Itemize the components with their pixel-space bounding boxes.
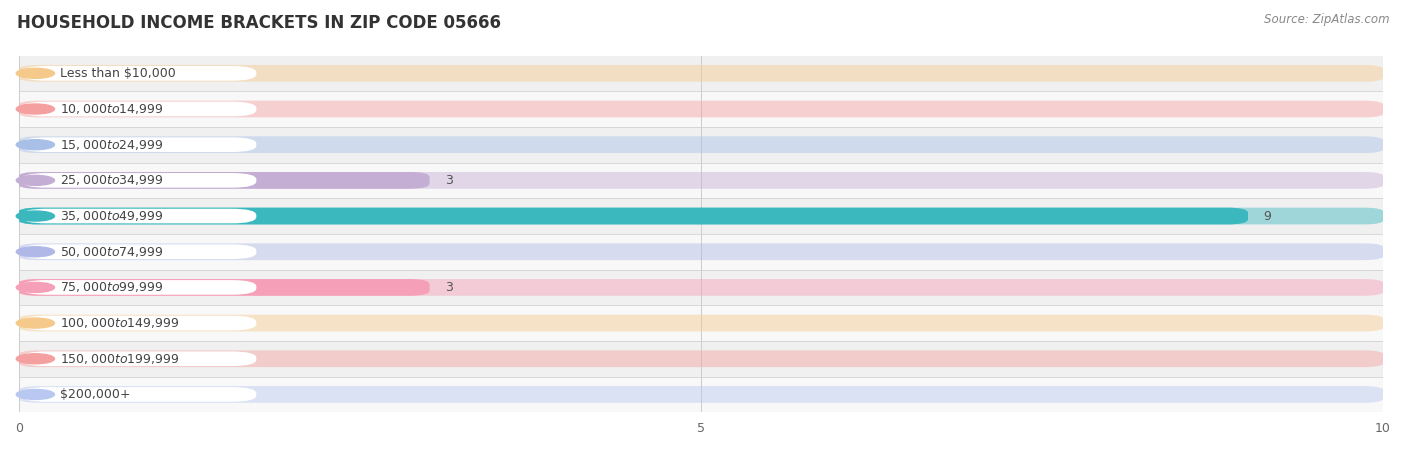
- Text: Less than $10,000: Less than $10,000: [60, 67, 176, 80]
- Circle shape: [17, 68, 55, 78]
- Circle shape: [17, 211, 55, 221]
- FancyBboxPatch shape: [18, 207, 1249, 225]
- Bar: [20, 198, 1384, 234]
- Bar: [20, 305, 1384, 341]
- Bar: [20, 270, 1384, 305]
- Text: 0: 0: [35, 317, 44, 329]
- Circle shape: [17, 389, 55, 400]
- FancyBboxPatch shape: [18, 386, 1385, 403]
- Bar: [20, 162, 1384, 198]
- Circle shape: [17, 247, 55, 256]
- FancyBboxPatch shape: [21, 137, 256, 152]
- FancyBboxPatch shape: [18, 101, 1385, 117]
- Text: 0: 0: [35, 245, 44, 258]
- Text: 0: 0: [35, 67, 44, 80]
- Text: HOUSEHOLD INCOME BRACKETS IN ZIP CODE 05666: HOUSEHOLD INCOME BRACKETS IN ZIP CODE 05…: [17, 14, 501, 32]
- Text: 0: 0: [35, 388, 44, 401]
- Text: 0: 0: [35, 103, 44, 116]
- FancyBboxPatch shape: [21, 280, 256, 295]
- FancyBboxPatch shape: [18, 172, 1385, 189]
- FancyBboxPatch shape: [18, 172, 430, 189]
- Bar: [20, 55, 1384, 91]
- FancyBboxPatch shape: [21, 316, 256, 330]
- FancyBboxPatch shape: [21, 244, 256, 259]
- FancyBboxPatch shape: [18, 351, 1385, 367]
- Text: 9: 9: [1263, 210, 1271, 223]
- FancyBboxPatch shape: [21, 66, 256, 81]
- Circle shape: [17, 104, 55, 114]
- Text: $15,000 to $24,999: $15,000 to $24,999: [60, 138, 163, 152]
- Text: Source: ZipAtlas.com: Source: ZipAtlas.com: [1264, 14, 1389, 27]
- FancyBboxPatch shape: [21, 387, 256, 402]
- FancyBboxPatch shape: [18, 315, 1385, 332]
- Bar: [20, 341, 1384, 377]
- Text: 0: 0: [35, 138, 44, 151]
- Circle shape: [17, 318, 55, 328]
- Text: $150,000 to $199,999: $150,000 to $199,999: [60, 352, 180, 366]
- FancyBboxPatch shape: [18, 65, 1385, 82]
- Text: $200,000+: $200,000+: [60, 388, 131, 401]
- Text: $35,000 to $49,999: $35,000 to $49,999: [60, 209, 163, 223]
- FancyBboxPatch shape: [21, 173, 256, 188]
- Text: 3: 3: [444, 174, 453, 187]
- FancyBboxPatch shape: [18, 279, 1385, 296]
- Circle shape: [17, 140, 55, 150]
- FancyBboxPatch shape: [21, 351, 256, 366]
- FancyBboxPatch shape: [18, 243, 1385, 260]
- Bar: [20, 91, 1384, 127]
- Text: 3: 3: [444, 281, 453, 294]
- Circle shape: [17, 354, 55, 364]
- FancyBboxPatch shape: [21, 102, 256, 117]
- Circle shape: [17, 176, 55, 185]
- Circle shape: [17, 283, 55, 293]
- Bar: [20, 377, 1384, 412]
- Text: 0: 0: [35, 352, 44, 365]
- Text: $75,000 to $99,999: $75,000 to $99,999: [60, 280, 163, 294]
- Text: $10,000 to $14,999: $10,000 to $14,999: [60, 102, 163, 116]
- FancyBboxPatch shape: [18, 207, 1385, 225]
- Bar: [20, 234, 1384, 270]
- FancyBboxPatch shape: [18, 136, 1385, 153]
- Text: $50,000 to $74,999: $50,000 to $74,999: [60, 245, 163, 259]
- Text: $25,000 to $34,999: $25,000 to $34,999: [60, 173, 163, 187]
- Text: $100,000 to $149,999: $100,000 to $149,999: [60, 316, 180, 330]
- Bar: [20, 127, 1384, 162]
- FancyBboxPatch shape: [18, 279, 430, 296]
- FancyBboxPatch shape: [21, 209, 256, 223]
